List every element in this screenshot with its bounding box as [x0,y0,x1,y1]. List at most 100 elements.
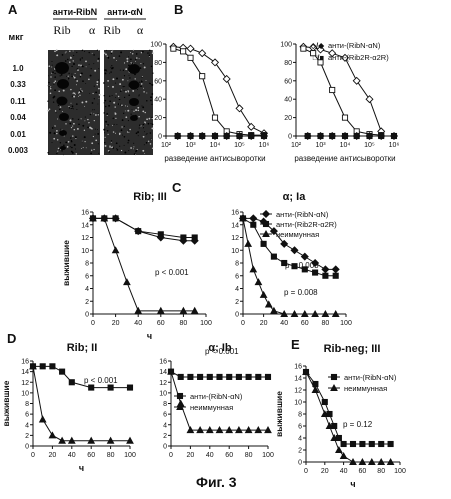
b-right-legend-label: анти-(Rib2R-α2R) [328,53,389,62]
b-left-x-tick-label: 10³ [185,142,196,149]
c-left-data-point [156,306,165,314]
blot-speckle [79,74,82,76]
blot-speckle [147,122,150,125]
c-right-p-value: p = 0.008 [284,288,318,297]
blot-speckle [138,115,140,118]
blot-speckle [148,54,151,57]
blot-speckle [103,82,105,84]
blot-speckle [69,107,71,109]
e-y-tick-label: 6 [298,424,302,431]
blot-speckle [113,123,115,125]
blot-speckle [128,129,130,131]
blot-speckle [59,148,61,150]
d-left-x-tick-label: 80 [107,452,115,459]
b-left-y-tick-label: 100 [150,42,162,49]
d-right-x-tick-label: 80 [245,452,253,459]
blot-speckle [82,80,84,82]
blot-speckle [142,135,145,138]
blot-speckle [135,53,138,55]
blot-speckle [72,125,74,127]
c-left-data-point [111,214,120,223]
blot-speckle [115,117,117,120]
b-right-data-point [353,132,360,140]
c-right-data-point [244,239,253,247]
blot-speckle [146,99,148,102]
blot-speckle [122,78,124,81]
blot-speckle [54,89,56,92]
c-right-data-point [270,253,277,260]
figure-caption: Фиг. 3 [196,474,237,490]
c-right-x-tick-label: 40 [280,320,288,327]
blot-speckle [116,124,118,126]
d-left-data-point [107,384,114,391]
blot-speckle [59,108,61,111]
blot-speckle [95,139,98,142]
b-right-data-point [366,132,373,140]
panel-a-amount-label: 0.11 [10,97,26,106]
e-data-point [349,457,357,466]
blot-speckle [90,152,92,155]
blot-speckle [151,50,153,52]
c-right-legend-marker [262,220,270,228]
c-right-legend-marker [261,209,271,219]
blot-speckle [87,126,89,129]
panel-a-header-2: анти-αN [107,7,142,17]
blot-speckle [137,106,140,109]
blot-speckle [107,80,109,82]
panel-a-dot [55,62,69,74]
e-data-point [358,457,367,466]
blot-speckle [141,76,143,78]
blot-speckle [57,118,59,120]
blot-speckle [78,91,81,94]
blot-speckle [84,105,86,107]
panel-a-amount-label: 1.0 [12,64,24,73]
panel-a-amount-label: 0.003 [8,146,29,155]
c-right-chart-title: α; Ia [283,191,307,203]
c-left-data-point [100,214,109,222]
c-left-x-tick-label: 100 [200,320,212,327]
blot-speckle [150,99,152,102]
blot-speckle [120,51,123,54]
blot-speckle [90,68,92,70]
panel-a-lane-label: Rib [53,23,70,37]
e-y-tick-label: 14 [294,376,302,383]
b-left-data-point [235,104,244,113]
b-left-data-point [223,132,230,140]
d-right-x-tick-label: 60 [225,452,233,459]
blot-speckle [109,145,111,147]
blot-speckle [48,81,50,84]
blot-speckle [93,113,95,115]
blot-speckle [142,106,145,109]
blot-speckle [139,124,141,126]
e-legend-marker [330,373,338,381]
blot-speckle [110,141,112,143]
b-right-data-point [310,50,317,57]
c-right-data-point [321,309,330,318]
blot-speckle [56,152,58,155]
e-y-tick-label: 0 [298,460,302,467]
blot-speckle [88,122,90,124]
blot-speckle [51,127,54,129]
blot-speckle [85,83,87,85]
blot-speckle [64,52,66,54]
blot-speckle [142,63,145,65]
c-right-data-point [260,240,267,247]
b-left-x-tick-label: 10² [161,142,172,149]
c-right-p-value: p = 0.003 [285,261,319,270]
e-data-point [386,457,395,466]
blot-speckle [149,143,152,145]
b-left-series-line-1 [173,48,264,136]
e-x-tick-label: 0 [304,468,308,475]
blot-speckle [107,123,109,126]
c-left-chart-title: Rib; III [133,191,167,203]
blot-speckle [47,100,49,102]
blot-speckle [89,126,92,129]
b-left-data-point [187,54,194,61]
blot-speckle [126,57,129,60]
blot-speckle [66,146,69,148]
blot-speckle [139,67,142,69]
blot-speckle [80,72,83,75]
blot-speckle [107,56,110,59]
blot-speckle [112,78,115,81]
blot-speckle [78,64,80,66]
